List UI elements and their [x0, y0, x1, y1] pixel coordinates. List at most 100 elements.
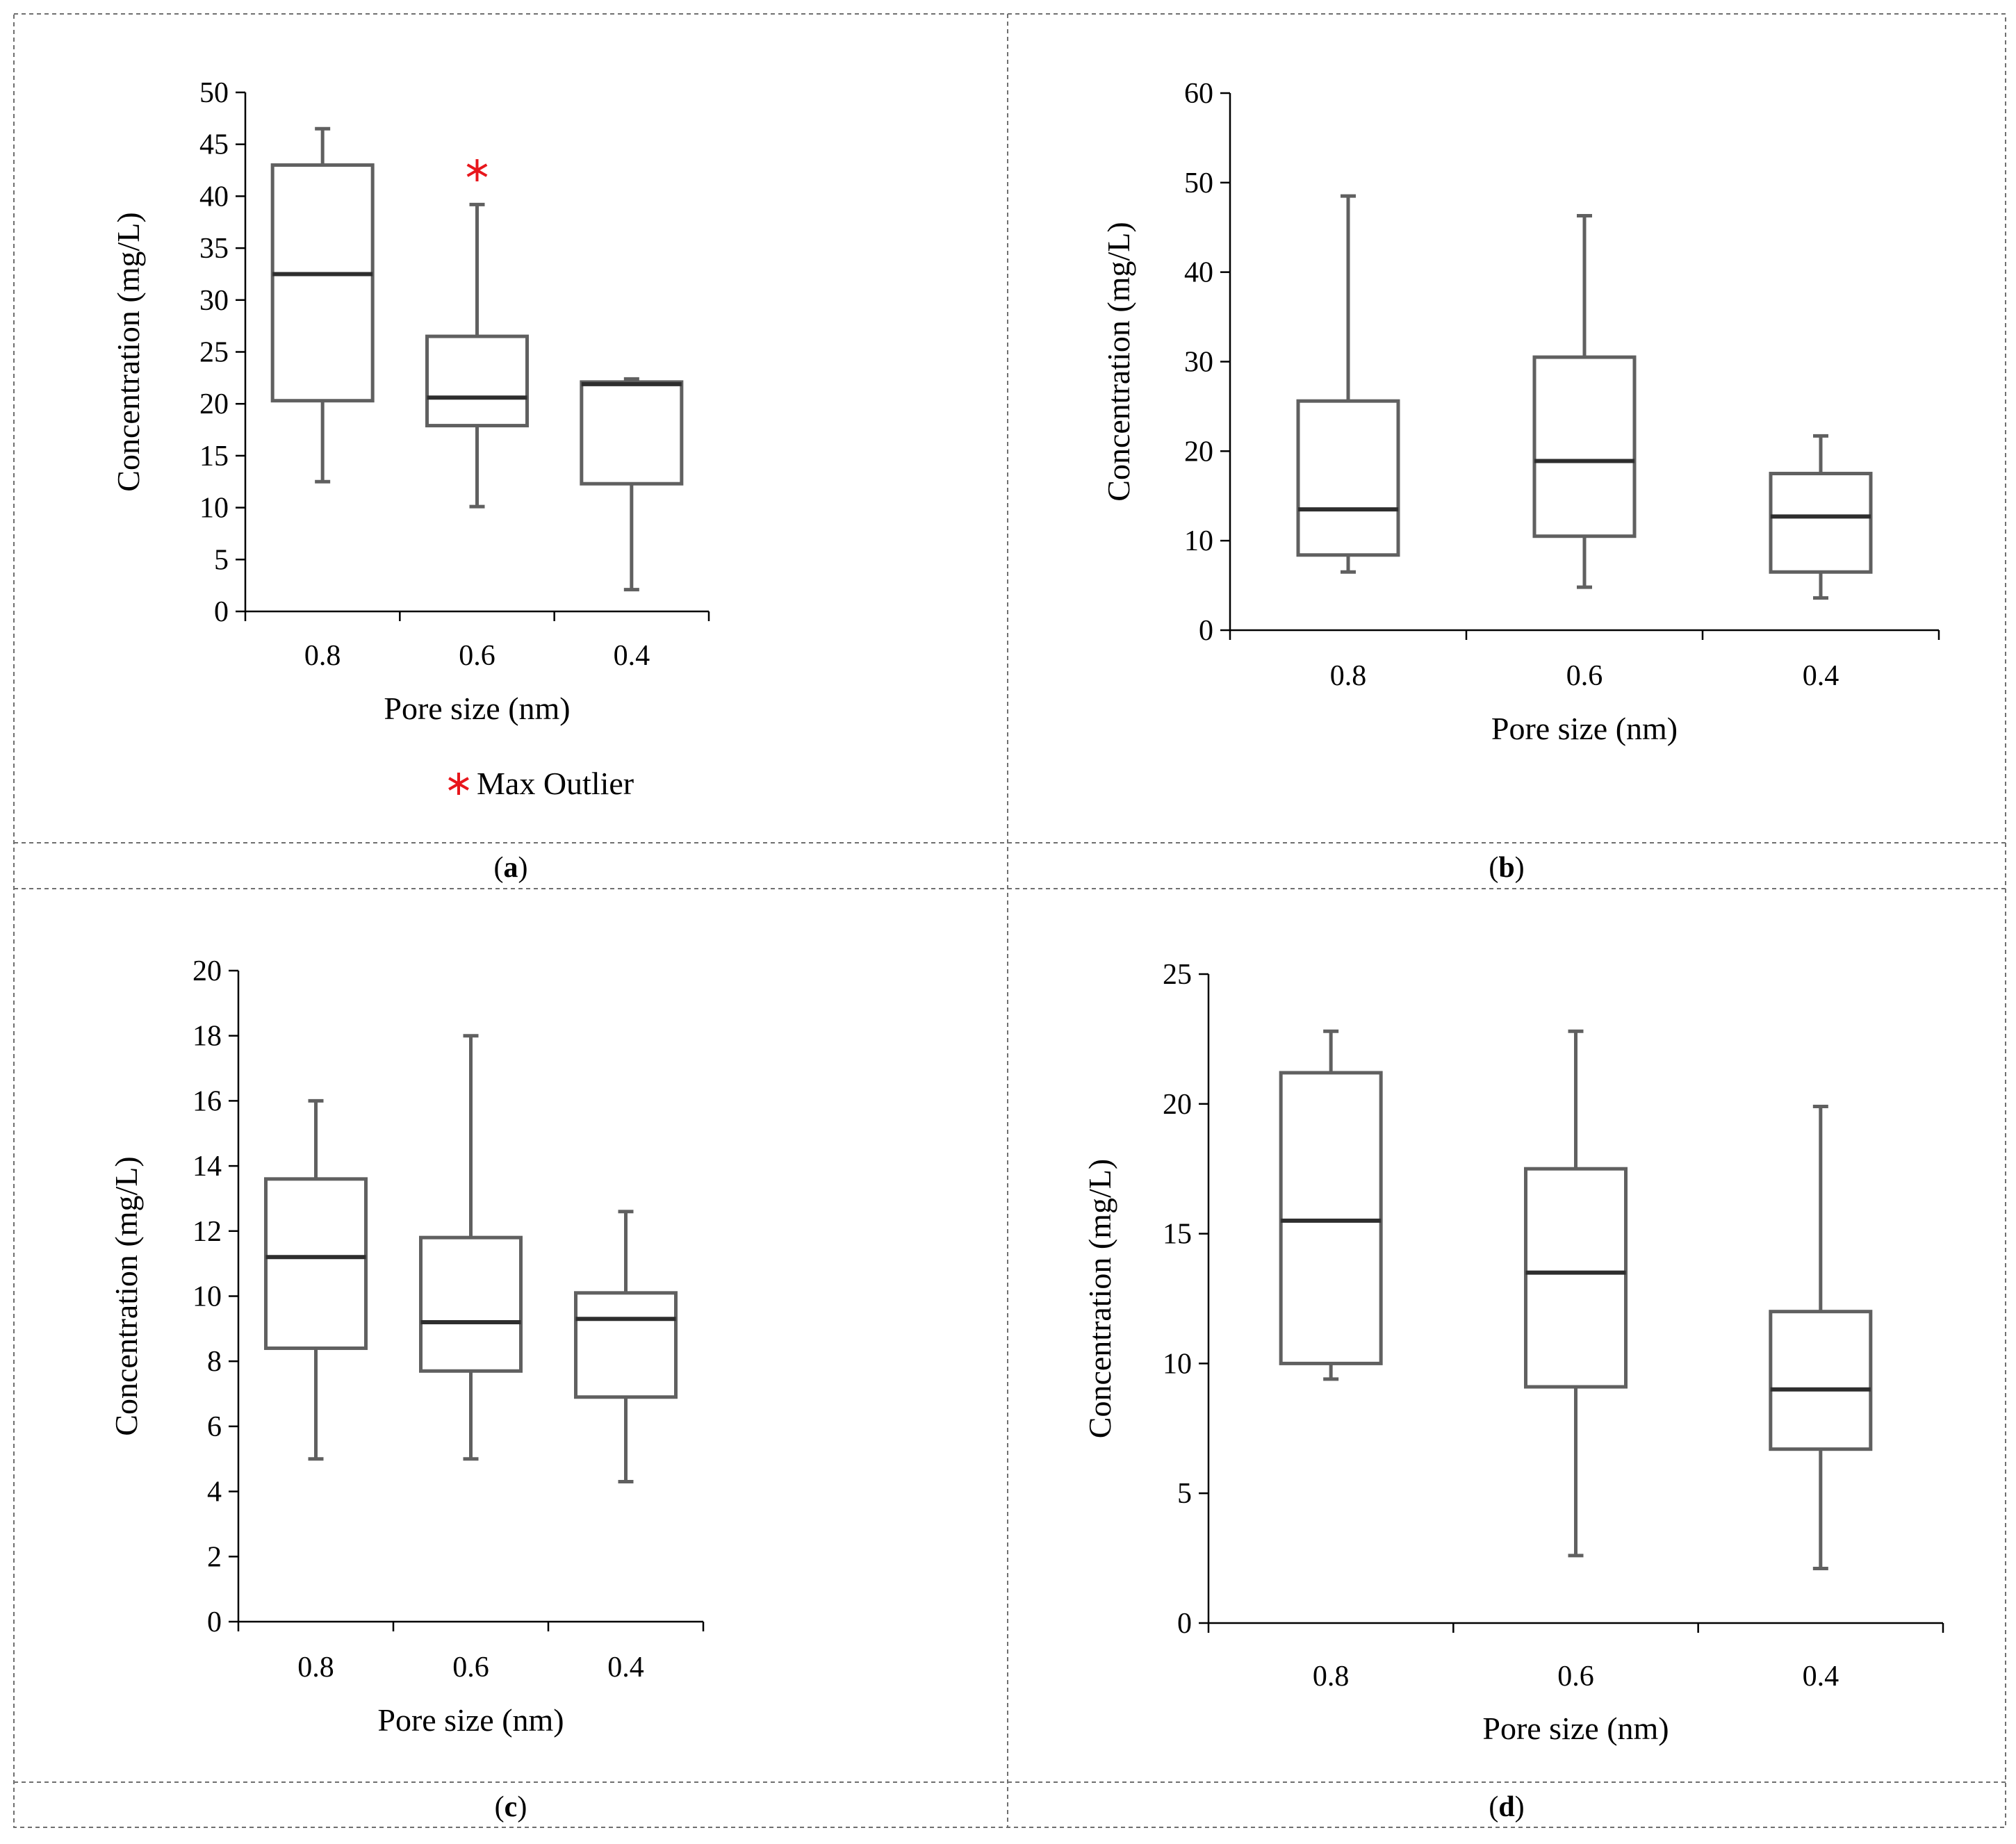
x-tick-label: 0.4 — [1803, 660, 1839, 692]
box-0.4 — [1769, 434, 1873, 600]
y-tick-label: 40 — [199, 181, 229, 213]
y-tick-label: 0 — [214, 596, 229, 628]
panel-caption: (b) — [1489, 852, 1524, 884]
iqr-box — [580, 380, 684, 486]
iqr-box — [1279, 1071, 1383, 1365]
x-tick-label: 0.8 — [1330, 660, 1367, 692]
caption-paren-open: ( — [1489, 852, 1498, 884]
y-tick-label: 10 — [1163, 1348, 1192, 1380]
y-tick-label: 20 — [1163, 1089, 1192, 1121]
y-tick-label: 25 — [1163, 959, 1192, 991]
iqr-box — [270, 163, 375, 403]
y-tick-label: 18 — [192, 1021, 222, 1053]
y-tick-label: 60 — [1184, 78, 1213, 110]
y-tick-label: 12 — [192, 1216, 222, 1248]
asterisk-stroke — [466, 163, 488, 177]
panel-caption: (a) — [494, 852, 528, 884]
y-tick-label: 6 — [207, 1411, 222, 1443]
x-tick-label: 0.8 — [1313, 1661, 1350, 1693]
box-0.4 — [1769, 1105, 1873, 1571]
y-tick-label: 5 — [214, 544, 229, 576]
y-tick-label: 15 — [199, 441, 229, 472]
chart-panel-d: 0 5 10 15 20 25 0.8 0.6 0.4 Pore size (nm) Concent… — [1082, 959, 1944, 1823]
outer-frame — [13, 13, 2006, 1828]
x-axis-title: Pore size (nm) — [377, 1702, 564, 1738]
y-tick-label: 2 — [207, 1541, 222, 1573]
y-axis-title: Concentration (mg/L) — [1082, 1159, 1117, 1438]
y-tick-label: 20 — [192, 955, 222, 987]
iqr-box — [1769, 1310, 1873, 1451]
chart-panel-b: 0 10 20 30 40 50 60 0.8 0.6 0.4 Pore size (nm) Conc… — [1101, 78, 1940, 884]
panel-caption: (c) — [495, 1791, 527, 1823]
x-tick-label: 0.4 — [1803, 1661, 1839, 1693]
asterisk-stroke — [448, 777, 469, 791]
caption-letter: c — [505, 1791, 518, 1823]
box-0.4 — [574, 1210, 678, 1484]
x-axis-title: Pore size (nm) — [1482, 1711, 1669, 1746]
y-tick-label: 20 — [1184, 436, 1213, 468]
y-tick-label: 25 — [199, 337, 229, 369]
chart-panel-a: 0 5 10 15 20 25 30 35 40 45 50 0.8 0.6 0.4 Pore size (… — [110, 77, 710, 884]
caption-paren-close: ) — [517, 1791, 527, 1823]
y-tick-label: 20 — [199, 388, 229, 420]
x-tick-label: 0.4 — [614, 640, 650, 672]
caption-paren-close: ) — [1515, 852, 1525, 884]
y-tick-label: 15 — [1163, 1219, 1192, 1251]
y-tick-label: 50 — [199, 77, 229, 109]
x-tick-label: 0.6 — [459, 640, 495, 672]
box-0.4 — [580, 377, 684, 592]
x-axis-title: Pore size (nm) — [384, 691, 570, 726]
legend-label: Max Outlier — [477, 766, 634, 801]
x-tick-label: 0.4 — [607, 1652, 644, 1684]
y-tick-label: 30 — [199, 285, 229, 317]
box-0.8 — [270, 126, 375, 484]
iqr-box — [425, 334, 529, 428]
caption-paren-open: ( — [1489, 1791, 1498, 1823]
x-tick-label: 0.6 — [452, 1652, 489, 1684]
y-tick-label: 8 — [207, 1346, 222, 1378]
x-tick-label: 0.8 — [297, 1652, 334, 1684]
y-tick-label: 0 — [207, 1606, 222, 1638]
caption-paren-open: ( — [495, 1791, 505, 1823]
y-axis-title: Concentration (mg/L) — [110, 212, 146, 491]
outlier-marker — [466, 159, 488, 182]
y-tick-label: 0 — [1177, 1608, 1192, 1640]
panel-grid-frame — [13, 13, 2006, 1828]
y-tick-label: 0 — [1199, 615, 1213, 647]
iqr-box — [419, 1235, 523, 1373]
caption-paren-open: ( — [494, 852, 504, 884]
box-0.8 — [1279, 1029, 1383, 1381]
x-tick-label: 0.6 — [1557, 1661, 1594, 1693]
box-0.8 — [264, 1098, 368, 1461]
x-axis-title: Pore size (nm) — [1491, 711, 1678, 746]
y-axis-title: Concentration (mg/L) — [1101, 222, 1136, 501]
caption-letter: d — [1498, 1791, 1514, 1823]
y-tick-label: 50 — [1184, 167, 1213, 199]
caption-letter: b — [1498, 852, 1514, 884]
iqr-box — [264, 1177, 368, 1350]
box-0.6 — [1524, 1029, 1628, 1558]
y-tick-label: 14 — [192, 1151, 222, 1183]
y-tick-label: 10 — [199, 493, 229, 525]
iqr-box — [1769, 472, 1873, 574]
x-tick-label: 0.6 — [1566, 660, 1603, 692]
x-tick-label: 0.8 — [304, 640, 341, 672]
y-tick-label: 35 — [199, 233, 229, 265]
iqr-box — [574, 1291, 678, 1399]
y-tick-label: 5 — [1177, 1478, 1192, 1510]
iqr-box — [1524, 1167, 1628, 1389]
y-tick-label: 4 — [207, 1476, 222, 1508]
y-tick-label: 45 — [199, 129, 229, 161]
y-tick-label: 30 — [1184, 347, 1213, 379]
caption-letter: a — [504, 852, 518, 884]
y-axis-title: Concentration (mg/L) — [108, 1156, 144, 1435]
y-tick-label: 16 — [192, 1085, 222, 1117]
legend: Max Outlier — [448, 766, 634, 801]
chart-panel-c: 0 2 4 6 8 10 12 14 16 18 20 0.8 0.6 0.4 Pore size (nm)… — [108, 955, 705, 1823]
panel-caption: (d) — [1489, 1791, 1524, 1823]
y-tick-label: 10 — [1184, 525, 1213, 557]
box-0.8 — [1296, 194, 1400, 574]
outlier-legend-icon — [448, 773, 469, 795]
